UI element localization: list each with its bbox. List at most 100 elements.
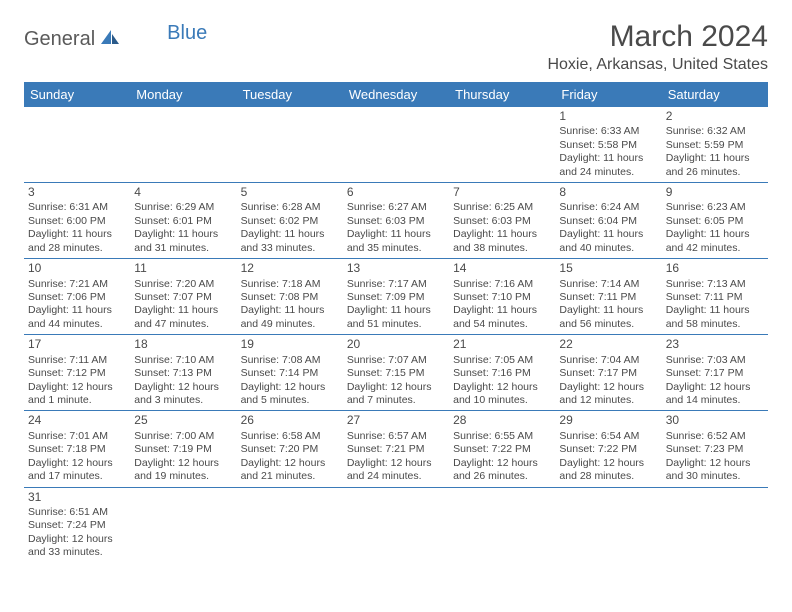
calendar-cell: 28Sunrise: 6:55 AMSunset: 7:22 PMDayligh… xyxy=(449,411,555,487)
day-info-line: Daylight: 12 hours xyxy=(241,457,339,470)
day-info-line: Sunset: 7:22 PM xyxy=(453,443,551,456)
day-info-line: Sunset: 6:00 PM xyxy=(28,215,126,228)
day-info-line: Daylight: 12 hours xyxy=(28,457,126,470)
day-info-line: Daylight: 12 hours xyxy=(666,381,764,394)
day-number: 22 xyxy=(559,337,657,352)
location: Hoxie, Arkansas, United States xyxy=(547,56,768,74)
day-info-line: Sunset: 7:18 PM xyxy=(28,443,126,456)
day-info-line: Sunset: 7:19 PM xyxy=(134,443,232,456)
day-info-line: Sunset: 6:02 PM xyxy=(241,215,339,228)
day-info-line: Sunset: 6:03 PM xyxy=(453,215,551,228)
calendar-cell: 2Sunrise: 6:32 AMSunset: 5:59 PMDaylight… xyxy=(662,107,768,183)
day-number: 16 xyxy=(666,261,764,276)
day-info-line: Sunrise: 7:05 AM xyxy=(453,354,551,367)
calendar-cell: 11Sunrise: 7:20 AMSunset: 7:07 PMDayligh… xyxy=(130,259,236,335)
day-info-line: and 7 minutes. xyxy=(347,394,445,407)
day-info-line: Daylight: 11 hours xyxy=(347,304,445,317)
day-info-line: Daylight: 12 hours xyxy=(241,381,339,394)
day-info-line: Sunrise: 7:08 AM xyxy=(241,354,339,367)
day-info-line: Sunrise: 7:04 AM xyxy=(559,354,657,367)
calendar-cell: 9Sunrise: 6:23 AMSunset: 6:05 PMDaylight… xyxy=(662,183,768,259)
day-number: 7 xyxy=(453,185,551,200)
day-info-line: Sunset: 5:58 PM xyxy=(559,139,657,152)
day-info-line: Daylight: 11 hours xyxy=(28,228,126,241)
calendar-cell: 13Sunrise: 7:17 AMSunset: 7:09 PMDayligh… xyxy=(343,259,449,335)
day-info-line: and 33 minutes. xyxy=(241,242,339,255)
day-info-line: Sunrise: 7:00 AM xyxy=(134,430,232,443)
day-info-line: Daylight: 11 hours xyxy=(559,228,657,241)
day-info-line: Sunrise: 7:03 AM xyxy=(666,354,764,367)
day-info-line: and 1 minute. xyxy=(28,394,126,407)
day-info-line: and 54 minutes. xyxy=(453,318,551,331)
day-number: 6 xyxy=(347,185,445,200)
day-info-line: Sunset: 5:59 PM xyxy=(666,139,764,152)
calendar-cell-empty xyxy=(662,487,768,563)
logo-sail-icon xyxy=(99,28,121,51)
day-info-line: Sunrise: 6:55 AM xyxy=(453,430,551,443)
day-number: 8 xyxy=(559,185,657,200)
day-info-line: Daylight: 11 hours xyxy=(453,228,551,241)
calendar-cell: 7Sunrise: 6:25 AMSunset: 6:03 PMDaylight… xyxy=(449,183,555,259)
day-number: 29 xyxy=(559,413,657,428)
day-info-line: Sunrise: 6:29 AM xyxy=(134,201,232,214)
day-info-line: Sunset: 7:15 PM xyxy=(347,367,445,380)
day-info-line: Daylight: 11 hours xyxy=(559,304,657,317)
day-info-line: Daylight: 11 hours xyxy=(241,228,339,241)
day-info-line: Sunrise: 6:23 AM xyxy=(666,201,764,214)
day-info-line: and 12 minutes. xyxy=(559,394,657,407)
day-number: 3 xyxy=(28,185,126,200)
day-number: 2 xyxy=(666,109,764,124)
day-number: 27 xyxy=(347,413,445,428)
day-info-line: Sunrise: 7:17 AM xyxy=(347,278,445,291)
day-number: 18 xyxy=(134,337,232,352)
day-info-line: and 42 minutes. xyxy=(666,242,764,255)
calendar-cell: 31Sunrise: 6:51 AMSunset: 7:24 PMDayligh… xyxy=(24,487,130,563)
day-info-line: Sunrise: 6:24 AM xyxy=(559,201,657,214)
day-info-line: Daylight: 11 hours xyxy=(453,304,551,317)
calendar-table: SundayMondayTuesdayWednesdayThursdayFrid… xyxy=(24,82,768,563)
calendar-cell: 16Sunrise: 7:13 AMSunset: 7:11 PMDayligh… xyxy=(662,259,768,335)
day-info-line: Daylight: 11 hours xyxy=(241,304,339,317)
calendar-row: 24Sunrise: 7:01 AMSunset: 7:18 PMDayligh… xyxy=(24,411,768,487)
day-info-line: Daylight: 11 hours xyxy=(666,228,764,241)
calendar-cell: 22Sunrise: 7:04 AMSunset: 7:17 PMDayligh… xyxy=(555,335,661,411)
day-number: 19 xyxy=(241,337,339,352)
day-number: 23 xyxy=(666,337,764,352)
day-info-line: Sunset: 6:01 PM xyxy=(134,215,232,228)
day-info-line: Sunrise: 7:10 AM xyxy=(134,354,232,367)
day-info-line: and 58 minutes. xyxy=(666,318,764,331)
day-info-line: Sunset: 7:16 PM xyxy=(453,367,551,380)
calendar-cell: 29Sunrise: 6:54 AMSunset: 7:22 PMDayligh… xyxy=(555,411,661,487)
day-info-line: and 28 minutes. xyxy=(559,470,657,483)
logo: General Blue xyxy=(24,20,207,51)
day-number: 5 xyxy=(241,185,339,200)
calendar-cell: 20Sunrise: 7:07 AMSunset: 7:15 PMDayligh… xyxy=(343,335,449,411)
day-info-line: Sunset: 7:17 PM xyxy=(559,367,657,380)
day-info-line: and 17 minutes. xyxy=(28,470,126,483)
calendar-cell: 17Sunrise: 7:11 AMSunset: 7:12 PMDayligh… xyxy=(24,335,130,411)
day-info-line: and 38 minutes. xyxy=(453,242,551,255)
day-number: 21 xyxy=(453,337,551,352)
calendar-cell: 27Sunrise: 6:57 AMSunset: 7:21 PMDayligh… xyxy=(343,411,449,487)
day-header: Saturday xyxy=(662,82,768,107)
day-info-line: Sunrise: 6:32 AM xyxy=(666,125,764,138)
day-info-line: Sunset: 7:12 PM xyxy=(28,367,126,380)
day-info-line: and 5 minutes. xyxy=(241,394,339,407)
day-number: 12 xyxy=(241,261,339,276)
day-header: Monday xyxy=(130,82,236,107)
day-info-line: and 24 minutes. xyxy=(347,470,445,483)
day-info-line: Sunrise: 6:58 AM xyxy=(241,430,339,443)
day-info-line: and 47 minutes. xyxy=(134,318,232,331)
calendar-cell-empty xyxy=(449,107,555,183)
day-header-row: SundayMondayTuesdayWednesdayThursdayFrid… xyxy=(24,82,768,107)
header: General Blue March 2024 Hoxie, Arkansas,… xyxy=(24,20,768,74)
calendar-cell: 30Sunrise: 6:52 AMSunset: 7:23 PMDayligh… xyxy=(662,411,768,487)
calendar-cell: 21Sunrise: 7:05 AMSunset: 7:16 PMDayligh… xyxy=(449,335,555,411)
day-info-line: Sunset: 6:04 PM xyxy=(559,215,657,228)
day-header: Wednesday xyxy=(343,82,449,107)
calendar-cell-empty xyxy=(130,487,236,563)
day-number: 20 xyxy=(347,337,445,352)
day-info-line: Sunset: 7:07 PM xyxy=(134,291,232,304)
day-info-line: Sunrise: 7:21 AM xyxy=(28,278,126,291)
day-info-line: and 24 minutes. xyxy=(559,166,657,179)
